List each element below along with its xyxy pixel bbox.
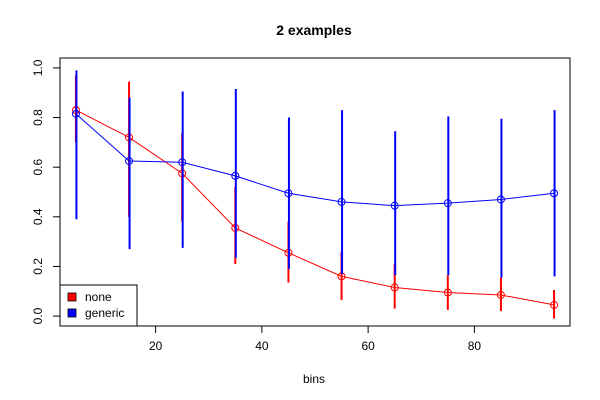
data-point xyxy=(550,300,559,309)
y-axis: 0.0 0.2 0.4 0.6 0.8 1.0 xyxy=(31,59,60,324)
series-line xyxy=(75,109,555,306)
legend: none generic xyxy=(59,284,138,327)
data-point xyxy=(125,156,134,165)
y-tick-label: 0.2 xyxy=(31,258,45,275)
data-point xyxy=(71,109,80,118)
series-layer xyxy=(71,70,559,319)
y-tick-label: 0.0 xyxy=(31,307,45,324)
legend-label: none xyxy=(85,290,112,304)
series-line xyxy=(75,113,555,207)
legend-box xyxy=(59,284,138,327)
x-tick-label: 40 xyxy=(255,339,269,353)
series-none xyxy=(71,75,559,319)
x-tick-label: 80 xyxy=(468,339,482,353)
x-axis-label: bins xyxy=(303,372,325,386)
plot-frame xyxy=(59,57,571,327)
data-point xyxy=(284,189,293,198)
chart-title: 2 examples xyxy=(276,22,352,38)
x-tick-label: 60 xyxy=(361,339,375,353)
data-point xyxy=(496,195,505,204)
data-point xyxy=(443,199,452,208)
data-point xyxy=(496,290,505,299)
x-tick-label: 20 xyxy=(149,339,163,353)
y-tick-label: 0.6 xyxy=(31,159,45,176)
data-point xyxy=(390,201,399,210)
data-point xyxy=(231,171,240,180)
y-tick-label: 0.8 xyxy=(31,109,45,126)
data-point xyxy=(550,189,559,198)
series-generic xyxy=(71,70,559,278)
data-point xyxy=(337,197,346,206)
y-tick-label: 0.4 xyxy=(31,208,45,225)
data-point xyxy=(443,288,452,297)
data-point xyxy=(178,158,187,167)
y-tick-label: 1.0 xyxy=(31,59,45,76)
legend-swatch xyxy=(67,308,77,318)
legend-swatch xyxy=(67,292,77,302)
legend-label: generic xyxy=(85,306,124,320)
x-axis: 20 40 60 80 xyxy=(149,326,481,353)
data-point xyxy=(390,283,399,292)
